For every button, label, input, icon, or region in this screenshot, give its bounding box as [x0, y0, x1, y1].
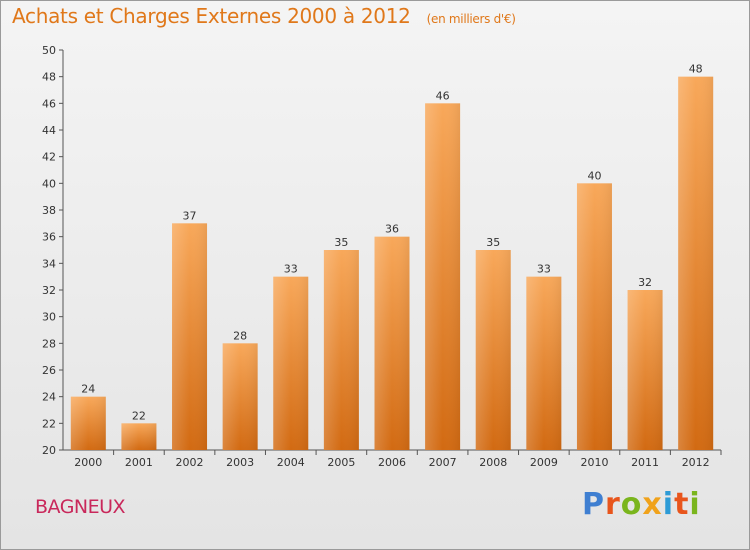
place-name: BAGNEUX	[35, 496, 126, 518]
bar-shine	[374, 236, 410, 450]
y-tick-label: 38	[42, 204, 56, 217]
y-tick-label: 42	[42, 151, 56, 164]
x-tick-label: 2012	[682, 456, 710, 469]
x-tick-label: 2001	[125, 456, 153, 469]
y-tick-label: 46	[42, 97, 56, 110]
bar-shine	[323, 250, 359, 450]
data-label: 35	[334, 236, 348, 249]
bar-shine	[576, 183, 612, 451]
x-tick-label: 2004	[277, 456, 305, 469]
y-tick-label: 20	[42, 444, 56, 457]
brand-letter: o	[620, 487, 643, 522]
brand-letter: t	[674, 487, 690, 522]
data-label: 40	[587, 169, 601, 182]
y-tick-label: 48	[42, 71, 56, 84]
bar-shine	[222, 343, 258, 450]
data-label: 35	[486, 236, 500, 249]
y-tick-label: 32	[42, 284, 56, 297]
data-label: 33	[537, 263, 551, 276]
x-tick-label: 2010	[580, 456, 608, 469]
chart-title-text: Achats et Charges Externes 2000 à 2012	[12, 4, 411, 28]
x-tick-label: 2011	[631, 456, 659, 469]
x-tick-label: 2006	[378, 456, 406, 469]
chart-title: Achats et Charges Externes 2000 à 2012 (…	[12, 4, 516, 28]
bar-shine	[627, 290, 663, 450]
brand-letter: x	[642, 487, 663, 522]
brand-letter: i	[662, 487, 675, 522]
bar-shine	[526, 276, 562, 450]
brand-letter: i	[689, 487, 701, 522]
y-tick-label: 22	[42, 417, 56, 430]
data-label: 36	[385, 223, 399, 236]
data-label: 46	[436, 89, 450, 102]
x-tick-label: 2003	[226, 456, 254, 469]
y-tick-label: 36	[42, 231, 56, 244]
data-label: 22	[132, 409, 146, 422]
data-label: 32	[638, 276, 652, 289]
bar-shine	[172, 223, 208, 450]
x-tick-label: 2005	[327, 456, 355, 469]
x-tick-label: 2009	[530, 456, 558, 469]
data-label: 28	[233, 329, 247, 342]
y-tick-label: 50	[42, 44, 56, 57]
x-tick-label: 2002	[176, 456, 204, 469]
bars	[70, 76, 714, 451]
bar-shine	[475, 250, 511, 450]
y-tick-label: 34	[42, 257, 56, 270]
proxiti-logo[interactable]: Proxiti	[582, 487, 701, 522]
bar-shine	[121, 423, 157, 450]
y-tick-label: 40	[42, 177, 56, 190]
bar-shine	[70, 396, 106, 450]
data-label: 48	[689, 63, 703, 76]
x-tick-label: 2007	[429, 456, 457, 469]
brand-letter: r	[605, 487, 621, 522]
y-tick-label: 26	[42, 364, 56, 377]
brand-letter: P	[582, 487, 605, 522]
data-label: 24	[81, 383, 95, 396]
x-tick-label: 2008	[479, 456, 507, 469]
bar-shine	[678, 76, 714, 451]
y-tick-label: 24	[42, 391, 56, 404]
y-tick-label: 30	[42, 311, 56, 324]
y-tick-label: 44	[42, 124, 56, 137]
y-tick-label: 28	[42, 337, 56, 350]
bar-shine	[425, 103, 461, 450]
data-label: 33	[284, 263, 298, 276]
x-tick-label: 2000	[74, 456, 102, 469]
data-label: 37	[183, 209, 197, 222]
data-labels: 24 22 37 28 33 35 36 46 35 33 40 32 48	[81, 63, 702, 423]
bar-shine	[273, 276, 309, 450]
chart-unit-label: (en milliers d'€)	[426, 12, 516, 26]
